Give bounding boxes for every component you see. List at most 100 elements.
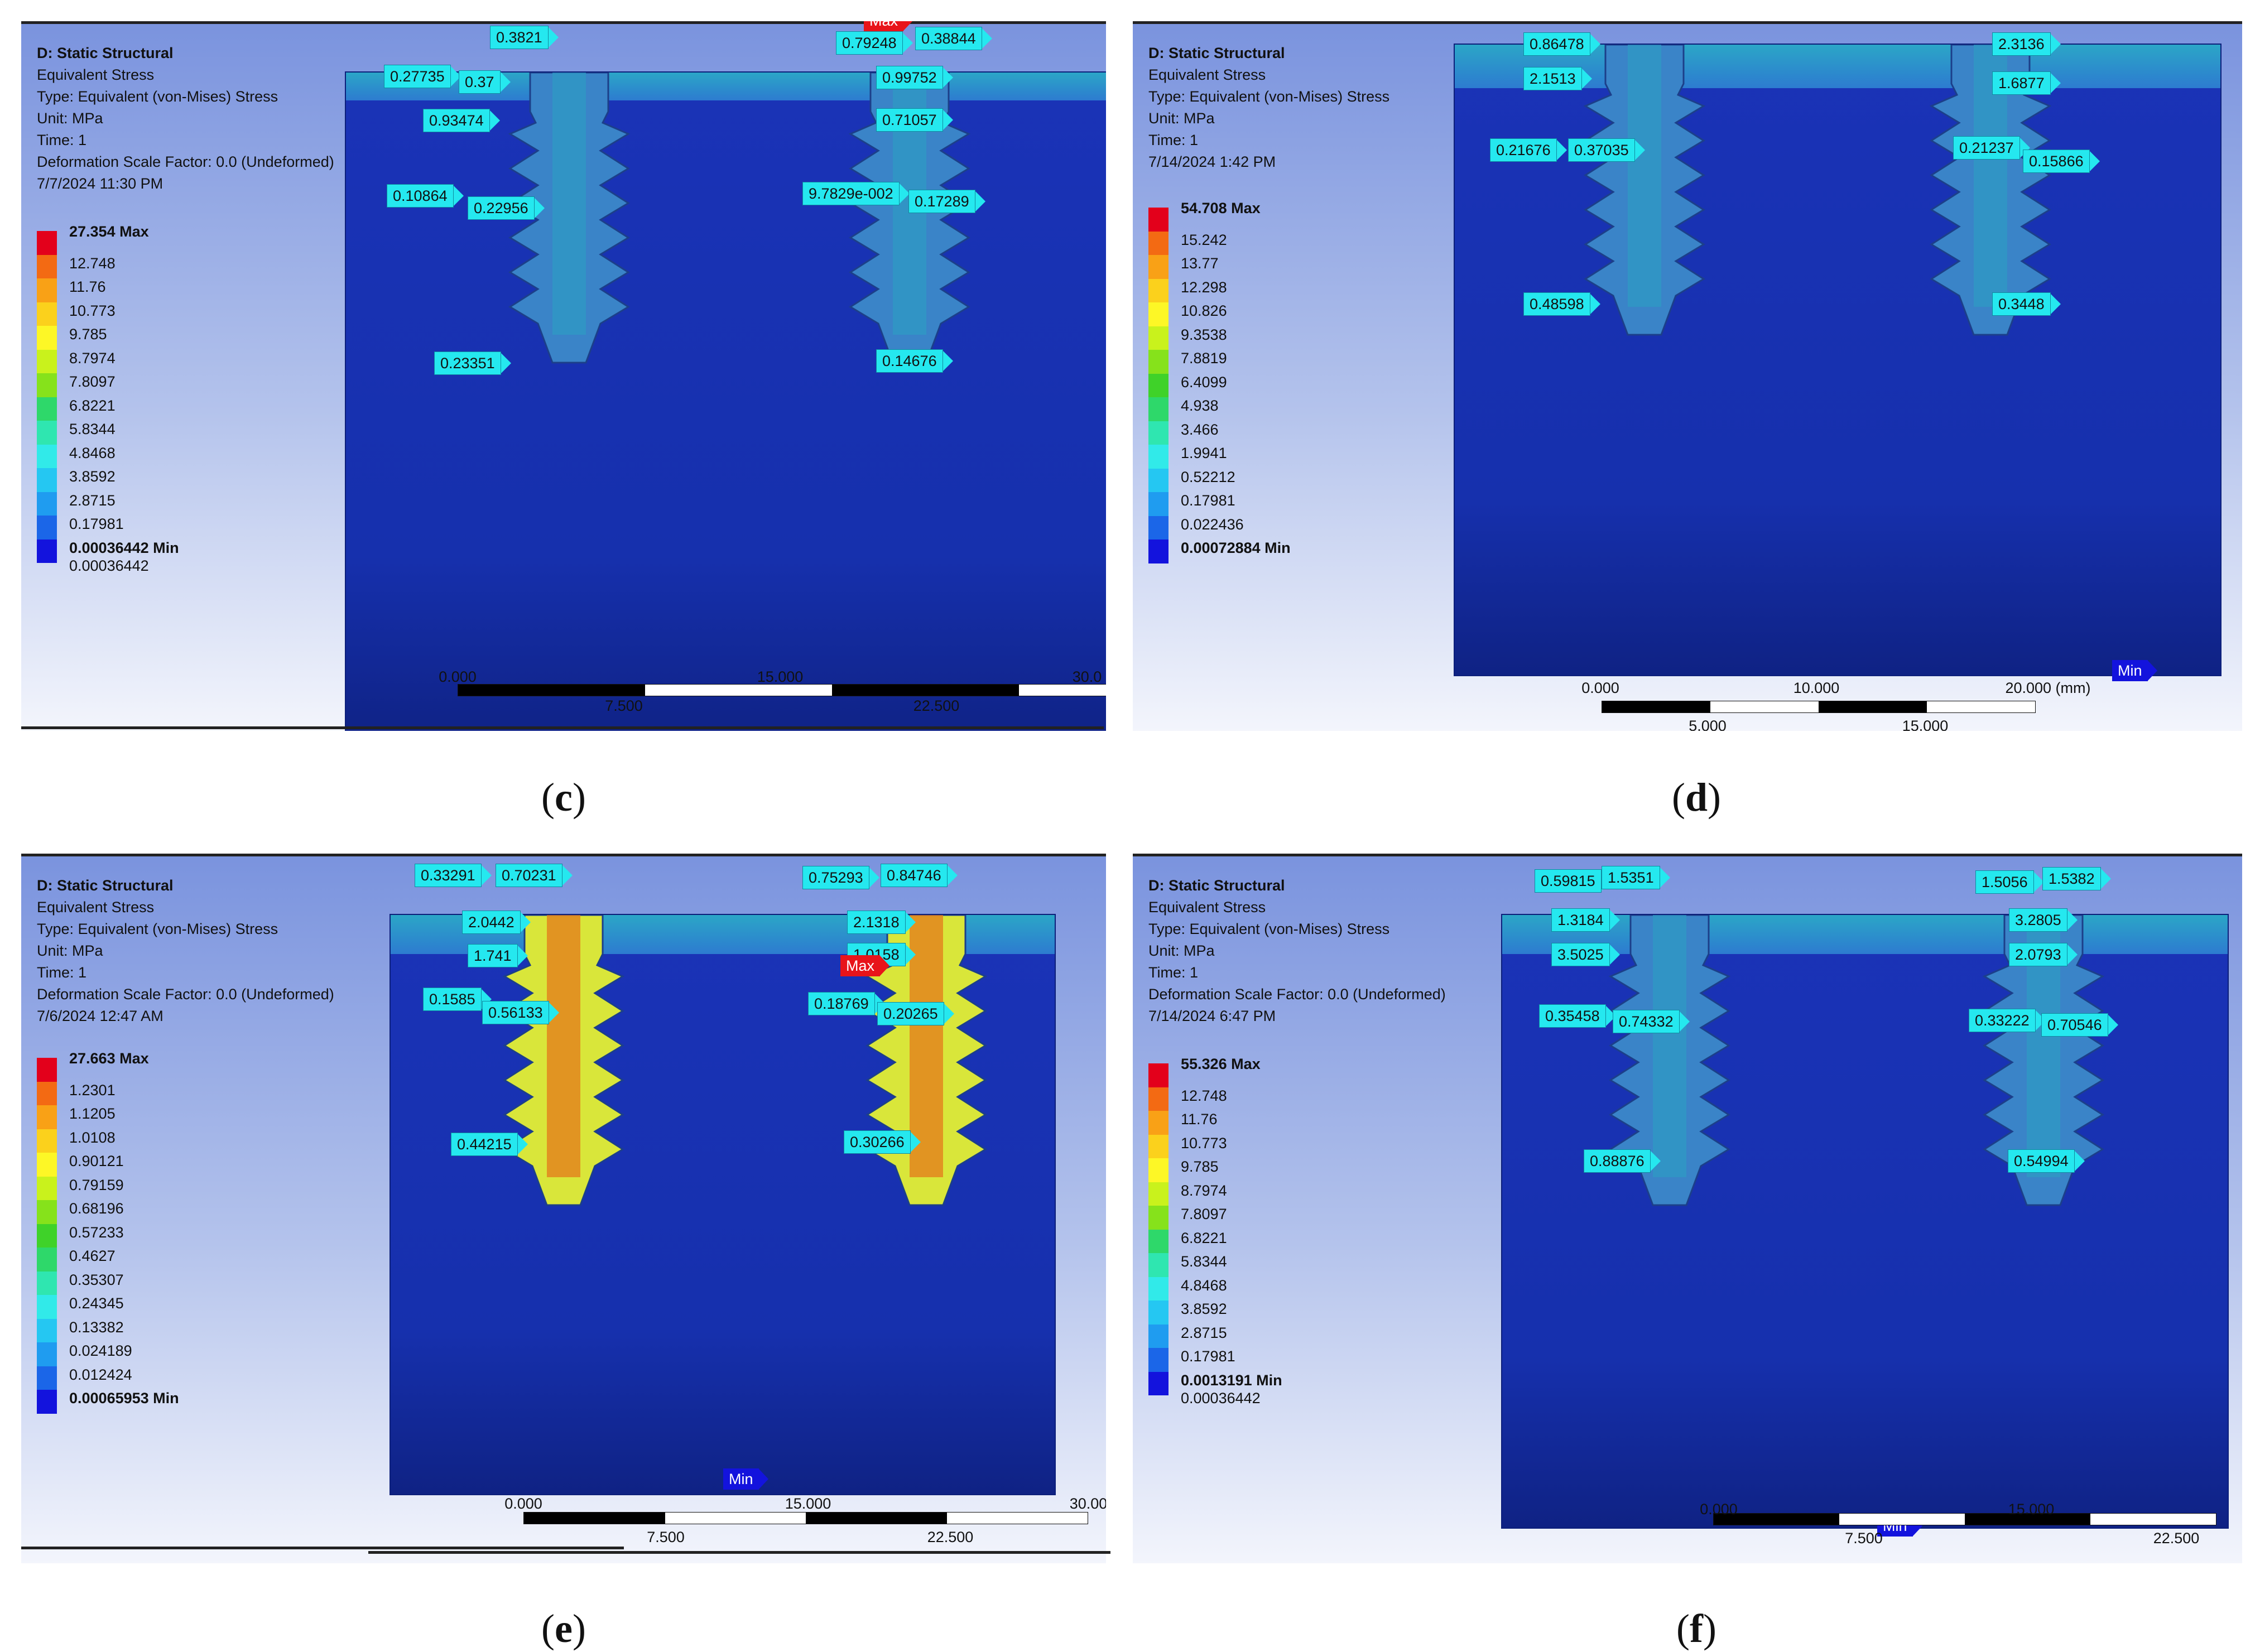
analysis-title: D: Static Structural [37, 45, 174, 61]
header-line: 7/7/2024 11:30 PM [37, 175, 164, 192]
dental-implant-1 [1583, 45, 1706, 336]
scale-label-top: 10.000 [1793, 680, 1840, 696]
legend-min-label: 0.00036442 Min [69, 539, 179, 556]
legend-level-label: 0.17981 [1181, 1348, 1235, 1365]
scale-label-top: 15.000 [785, 1495, 831, 1512]
panel-caption: (f) [1676, 1606, 1716, 1652]
min-marker: Min [723, 1468, 768, 1490]
divider-rule [21, 1547, 624, 1549]
legend-level-label: 2.8715 [1181, 1324, 1227, 1341]
legend-level-label: 0.35307 [69, 1271, 124, 1288]
legend-swatch [37, 1058, 57, 1082]
scale-bar-segment [1819, 701, 1927, 712]
header-line: 7/14/2024 1:42 PM [1148, 153, 1276, 170]
legend-level-label: 0.024189 [69, 1342, 132, 1359]
legend-swatch [37, 302, 57, 326]
legend-level-label: 15.242 [1181, 231, 1227, 248]
analysis-title: D: Static Structural [1148, 877, 1285, 894]
stress-probe-label: 0.79248 [836, 31, 913, 55]
stress-probe-label: 0.23351 [434, 351, 511, 375]
stress-probe-label: 1.741 [468, 944, 528, 967]
caption-open-paren: ( [541, 1606, 555, 1651]
legend-floor-label: 0.00036442 [69, 557, 149, 574]
legend-swatch [37, 231, 57, 255]
legend-swatch [1148, 540, 1169, 563]
stress-probe-label: 1.5056 [1975, 870, 2044, 894]
legend-swatch [1148, 468, 1169, 492]
legend-swatch [37, 1200, 57, 1224]
header-line: Unit: MPa [37, 942, 103, 959]
legend-level-label: 7.8097 [1181, 1206, 1227, 1222]
header-line: Unit: MPa [1148, 942, 1215, 959]
stress-probe-label: 0.21237 [1953, 136, 2030, 160]
stress-probe-label: 1.5382 [2042, 867, 2111, 890]
scale-bar [458, 684, 1106, 696]
legend-level-label: 8.7974 [1181, 1182, 1227, 1199]
legend-min-label: 0.0013191 Min [1181, 1371, 1282, 1389]
stress-probe-label: 0.59815 [1535, 869, 1612, 893]
legend-swatch [37, 1271, 57, 1295]
stress-probe-label: 0.17289 [908, 190, 985, 213]
result-header: D: Static Structural Equivalent Stress Typ… [37, 875, 334, 1027]
scale-label-top: 30.0 [1072, 668, 1102, 685]
legend-level-label: 8.7974 [69, 349, 116, 367]
header-line: 7/6/2024 12:47 AM [37, 1008, 164, 1024]
scale-label-bottom: 7.500 [1845, 1530, 1883, 1547]
legend-max-label: 54.708 Max [1181, 200, 1261, 216]
header-line: Equivalent Stress [1148, 899, 1266, 916]
legend-swatch [1148, 1301, 1169, 1325]
caption-open-paren: ( [541, 775, 555, 820]
legend-level-label: 0.17981 [69, 516, 124, 532]
stress-probe-label: 0.3448 [1992, 292, 2061, 316]
caption-open-paren: ( [1671, 775, 1685, 820]
panel-caption: (e) [541, 1606, 586, 1652]
scale-label-top: 15.000 [2008, 1501, 2055, 1518]
legend-swatch [1148, 1277, 1169, 1301]
legend-level-label: 12.748 [1181, 1087, 1227, 1104]
legend-swatch [1148, 373, 1169, 397]
legend-swatch [37, 1318, 57, 1342]
legend-swatch [37, 254, 57, 278]
stress-probe-label: 0.37 [459, 70, 511, 94]
stress-probe-label: 0.30266 [844, 1130, 921, 1154]
legend-level-label: 1.1205 [69, 1105, 116, 1122]
bone-block-model [345, 71, 1106, 731]
result-header: D: Static Structural Equivalent Stress Typ… [37, 42, 334, 195]
stress-probe-label: 3.5025 [1551, 943, 1620, 966]
legend-level-label: 0.57233 [69, 1224, 124, 1241]
panel-top-border [21, 854, 1106, 856]
stress-probe-label: 0.38844 [915, 27, 992, 50]
legend-max-label: 27.663 Max [69, 1050, 149, 1067]
scale-bar-segment [524, 1513, 665, 1524]
legend-swatch [1148, 421, 1169, 445]
legend-swatch [37, 516, 57, 540]
legend-swatch [37, 1176, 57, 1200]
stress-probe-label: 0.44215 [451, 1133, 528, 1156]
legend-level-label: 0.24345 [69, 1295, 124, 1312]
legend-level-label: 10.773 [1181, 1134, 1227, 1152]
legend-level-label: 4.8468 [1181, 1277, 1227, 1294]
panel-caption: (c) [541, 774, 586, 821]
legend-level-label: 0.90121 [69, 1153, 124, 1169]
caption-letter: c [555, 775, 573, 820]
scale-bar [523, 1512, 1088, 1524]
scale-label-top: 0.000 [439, 668, 477, 685]
stress-probe-label: 2.1318 [847, 911, 916, 934]
scale-label-top: 0.000 [504, 1495, 542, 1512]
legend-level-label: 4.8468 [69, 444, 116, 461]
legend-level-label: 11.76 [69, 278, 106, 295]
legend-min-label: 0.00072884 Min [1181, 540, 1291, 556]
divider-rule [21, 726, 1104, 729]
legend-level-label: 3.8592 [1181, 1301, 1227, 1317]
stress-probe-label: 0.15866 [2023, 150, 2100, 173]
legend-swatch [1148, 278, 1169, 302]
panel-top-border [1133, 21, 2242, 24]
stress-probe-label: 2.1513 [1523, 67, 1592, 90]
panel-d: D: Static Structural Equivalent Stress Typ… [1133, 21, 2242, 731]
stress-probe-label: 0.88876 [1584, 1149, 1661, 1173]
legend-swatch [37, 1129, 57, 1153]
result-header: D: Static Structural Equivalent Stress Typ… [1148, 42, 1389, 173]
legend-level-label: 5.8344 [69, 421, 116, 437]
stress-probe-label: 0.74332 [1613, 1010, 1690, 1033]
scale-label-top: 0.000 [1700, 1501, 1738, 1518]
